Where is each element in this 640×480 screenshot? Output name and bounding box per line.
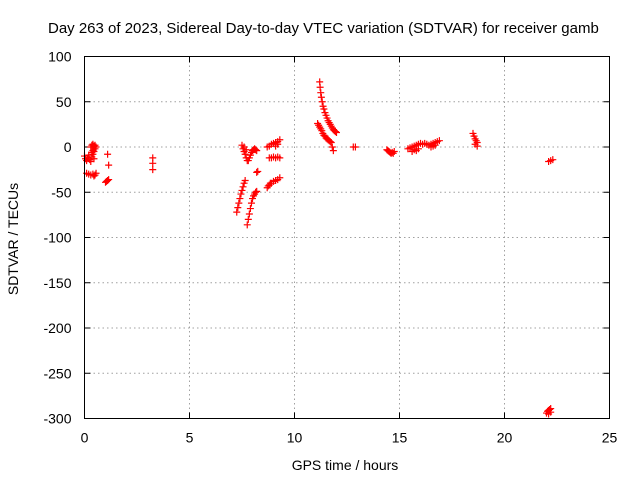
data-point	[245, 210, 253, 218]
data-point	[241, 176, 249, 184]
data-point	[547, 408, 555, 416]
data-point	[233, 208, 241, 216]
y-tick-label: 100	[48, 49, 72, 65]
data-point	[238, 186, 246, 194]
data-point	[252, 146, 260, 154]
x-tick-label: 0	[81, 430, 89, 446]
x-axis-label: GPS time / hours	[292, 457, 399, 473]
x-tick-label: 25	[602, 430, 618, 446]
data-point	[253, 147, 261, 155]
x-tick-label: 15	[392, 430, 408, 446]
data-point	[235, 199, 243, 207]
data-point	[149, 166, 157, 174]
data-point	[240, 143, 248, 151]
data-point	[91, 141, 99, 149]
data-point	[431, 141, 439, 149]
data-point	[317, 93, 325, 101]
data-point	[254, 167, 262, 175]
data-point	[90, 172, 98, 180]
y-tick-label: -100	[43, 230, 71, 246]
x-tick-label: 10	[287, 430, 303, 446]
y-tick-label: 0	[64, 139, 72, 155]
y-tick-label: -50	[51, 184, 71, 200]
data-point	[149, 159, 157, 167]
chart-title: Day 263 of 2023, Sidereal Day-to-day VTE…	[48, 20, 599, 37]
x-tick-label: 20	[497, 430, 513, 446]
data-point	[317, 89, 325, 97]
data-point	[253, 187, 261, 195]
data-point	[549, 156, 557, 164]
data-point	[333, 129, 340, 137]
data-point	[316, 83, 324, 91]
data-point	[239, 183, 247, 191]
data-point	[105, 176, 113, 184]
data-point	[244, 215, 252, 223]
data-point	[276, 136, 284, 144]
plot-frame	[84, 56, 610, 419]
axis-ticks: 0 5 10 15 20 25 100 50 0 -50 -100 -150 -200 -250 -300	[43, 49, 617, 446]
data-point	[329, 147, 337, 155]
data-point	[328, 143, 336, 151]
data-point	[90, 155, 98, 163]
data-point	[104, 150, 112, 158]
data-point	[327, 138, 335, 146]
data-point	[473, 142, 481, 150]
data-point	[247, 199, 255, 207]
data-point	[252, 188, 260, 196]
y-tick-label: -250	[43, 365, 71, 381]
data-point	[414, 145, 422, 153]
gridlines	[84, 56, 610, 419]
data-point	[276, 174, 284, 182]
data-point	[320, 105, 328, 113]
data-point	[276, 154, 284, 162]
y-tick-label: -200	[43, 320, 71, 336]
data-point	[90, 148, 98, 156]
data-point	[318, 98, 326, 106]
data-point	[272, 142, 280, 150]
y-tick-label: 50	[56, 94, 72, 110]
y-tick-label: -150	[43, 275, 71, 291]
data-point	[234, 204, 242, 212]
data-point	[246, 205, 254, 213]
data-point	[326, 138, 334, 146]
data-point	[243, 221, 251, 229]
data-point	[351, 143, 359, 151]
x-tick-label: 5	[186, 430, 194, 446]
y-tick-label: -300	[43, 411, 71, 427]
data-point	[435, 137, 443, 145]
data-series	[81, 78, 557, 418]
data-point	[390, 148, 398, 156]
data-point	[236, 195, 244, 203]
data-point	[241, 150, 249, 158]
data-point	[104, 176, 112, 184]
y-axis-label: SDTVAR / TECUs	[5, 183, 21, 295]
data-point	[237, 190, 245, 198]
data-point	[253, 168, 261, 176]
data-point	[331, 128, 339, 136]
data-point	[105, 161, 113, 169]
